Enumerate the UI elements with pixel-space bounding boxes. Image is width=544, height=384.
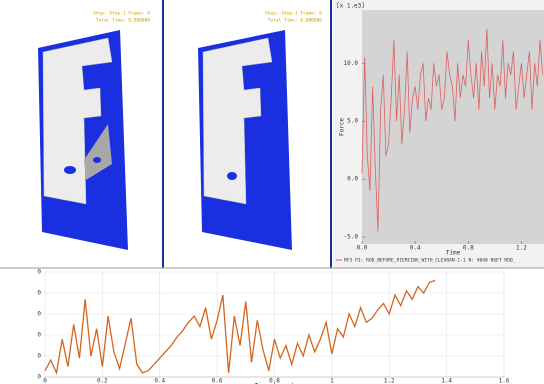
- x-tick-label: 1.2: [384, 378, 395, 384]
- hole: [64, 166, 76, 174]
- y-tick-label: 0: [37, 311, 41, 318]
- data-line: [45, 280, 435, 372]
- y-tick-label: 0.0: [347, 176, 358, 183]
- time-text: Total Time: 0.000000: [268, 18, 322, 24]
- step-text: Step: Step-1 Frame: 0: [265, 11, 322, 17]
- x-tick-label: 1: [330, 378, 334, 384]
- hole: [227, 172, 237, 180]
- x-tick-label: 0.6: [212, 378, 223, 384]
- y-tick-label: -5.0: [344, 234, 359, 241]
- x-tick-label: 0.0: [357, 245, 368, 252]
- x-tick-label: 1.2: [516, 245, 527, 252]
- x-tick-label: 1.4: [441, 378, 452, 384]
- x-tick-label: 0.8: [463, 245, 474, 252]
- hole: [93, 157, 101, 163]
- screen: Step: Step-1 Frame: 0 Total Time: 0.0000…: [0, 0, 544, 384]
- y-tick-label: 10.0: [344, 60, 359, 67]
- step-text: Step: Step-1 Frame: 0: [93, 11, 150, 17]
- x-tick-label: 0.2: [97, 378, 108, 384]
- y-tick-label: 0: [37, 290, 41, 297]
- x-tick-label: 0.4: [154, 378, 165, 384]
- x-tick-label: 1.6: [499, 378, 510, 384]
- axis-multiplier: [x 1.e3]: [336, 3, 365, 10]
- x-tick-label: 0.4: [410, 245, 421, 252]
- legend-label: RF3 PI: ROD_BEFORE_PIERCING_WITH_CLEARAN…: [344, 258, 516, 264]
- y-axis-label: Force: [339, 118, 346, 136]
- y-tick-label: 0: [37, 374, 41, 381]
- time-text: Total Time: 0.000000: [96, 18, 150, 24]
- y-tick-label: 0: [37, 269, 41, 276]
- x-tick-label: 0: [43, 378, 47, 384]
- x-axis-label: Time: [446, 250, 461, 257]
- y-tick-label: 5.0: [347, 118, 358, 125]
- y-tick-label: 0: [37, 332, 41, 339]
- y-tick-label: 0: [37, 353, 41, 360]
